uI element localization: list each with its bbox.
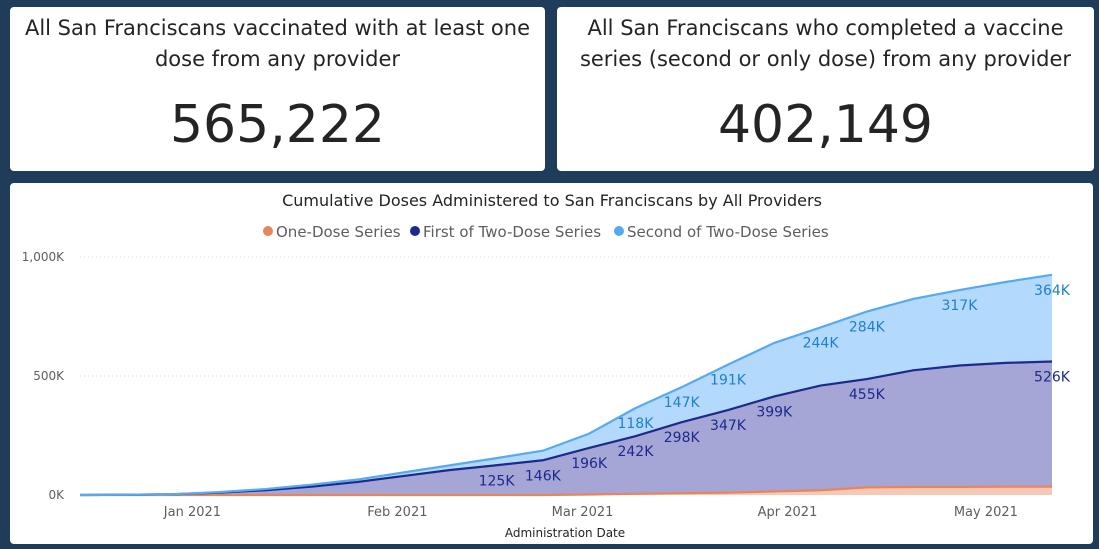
kpi-title: All San Franciscans vaccinated with at l…: [24, 16, 531, 71]
legend: One-Dose Series First of Two-Dose Series…: [263, 223, 829, 241]
x-axis: Jan 2021 Feb 2021 Mar 2021 Apr 2021 May 2021: [163, 505, 1018, 520]
kpi-card-at-least-one-dose: All San Franciscans vaccinated with at l…: [10, 7, 545, 171]
series-areas: [80, 274, 1052, 495]
x-tick-label: Apr 2021: [758, 505, 818, 520]
legend-label-first-of-two[interactable]: First of Two-Dose Series: [423, 223, 601, 241]
data-label-first-of-two: 298K: [664, 430, 701, 446]
legend-label-second-of-two[interactable]: Second of Two-Dose Series: [627, 223, 829, 241]
kpi-value: 402,149: [717, 95, 934, 155]
y-tick-label: 1,000K: [22, 250, 65, 264]
area-second-of-two: [80, 274, 1052, 495]
kpi-value: 565,222: [169, 95, 386, 155]
data-label-second-of-two: 364K: [1034, 283, 1071, 299]
x-tick-label: May 2021: [954, 505, 1018, 520]
y-tick-label: 500K: [33, 369, 65, 383]
series-lines: [79, 273, 1053, 497]
legend-marker-one-dose: [263, 226, 273, 236]
x-tick-label: Jan 2021: [163, 505, 221, 520]
data-label-first-of-two: 125K: [479, 473, 516, 489]
cumulative-doses-chart[interactable]: Cumulative Doses Administered to San Fra…: [10, 183, 1093, 544]
data-label-second-of-two: 244K: [803, 335, 840, 351]
data-label-first-of-two: 399K: [756, 404, 793, 420]
area-one-dose: [80, 486, 1052, 495]
kpi-title: All San Franciscans who completed a vacc…: [579, 16, 1072, 71]
data-label-second-of-two: 317K: [941, 298, 978, 314]
data-label-first-of-two: 347K: [710, 418, 747, 434]
legend-marker-first-of-two: [410, 226, 420, 236]
line-second-of-two: [79, 273, 1053, 497]
line-one-dose: [80, 485, 1052, 497]
cumulative-doses-chart-card: Cumulative Doses Administered to San Fra…: [10, 183, 1093, 544]
y-axis: 0K 500K 1,000K: [22, 250, 65, 502]
data-label-first-of-two: 242K: [617, 444, 654, 460]
kpi-card-completed-series: All San Franciscans who completed a vacc…: [557, 7, 1094, 171]
x-axis-title: Administration Date: [505, 526, 625, 540]
y-tick-label: 0K: [48, 488, 65, 502]
chart-title: Cumulative Doses Administered to San Fra…: [282, 191, 822, 210]
data-label-first-of-two: 196K: [571, 456, 608, 472]
data-label-first-of-two: 455K: [849, 387, 886, 403]
data-label-second-of-two: 284K: [849, 320, 886, 336]
data-label-second-of-two: 118K: [617, 416, 654, 432]
legend-label-one-dose[interactable]: One-Dose Series: [276, 223, 401, 241]
x-tick-label: Mar 2021: [552, 505, 614, 520]
x-tick-label: Feb 2021: [367, 505, 427, 520]
area-first-of-two: [80, 361, 1052, 495]
data-label-second-of-two: 191K: [710, 373, 747, 389]
legend-marker-second-of-two: [614, 226, 624, 236]
data-label-first-of-two: 146K: [525, 468, 562, 484]
data-labels: 125K 146K 196K 242K 298K 347K 399K 455K 526K 118K…: [479, 283, 1071, 489]
data-label-second-of-two: 147K: [664, 395, 701, 411]
data-label-first-of-two: 526K: [1034, 369, 1071, 385]
